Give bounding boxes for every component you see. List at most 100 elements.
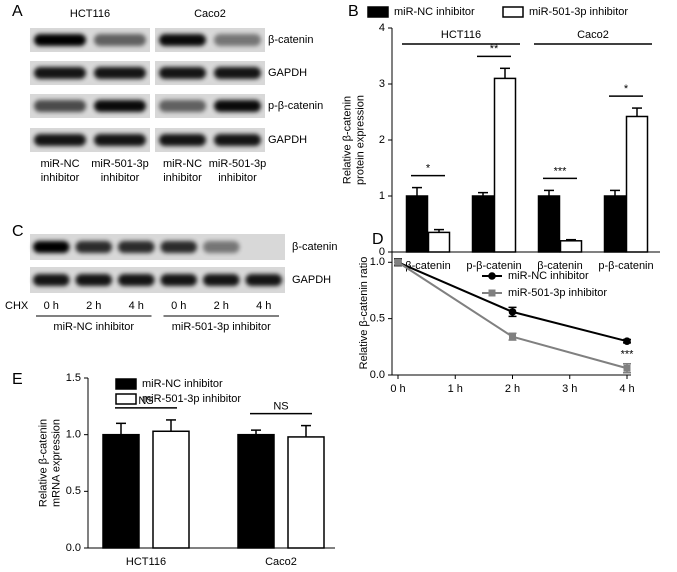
lane-label: miR-501-3p xyxy=(91,158,148,170)
time-label: 2 h xyxy=(86,300,101,312)
bar xyxy=(625,115,649,253)
y-tick-label: 1.5 xyxy=(66,372,81,384)
error-bar xyxy=(434,228,444,233)
lane-label: inhibitor xyxy=(101,172,140,184)
band xyxy=(34,34,86,46)
significance-label: NS xyxy=(273,401,288,413)
lane-label: inhibitor xyxy=(218,172,257,184)
panel-letter: D xyxy=(372,231,384,248)
bar xyxy=(603,195,627,253)
x-tick-label: Caco2 xyxy=(265,556,297,568)
bar xyxy=(287,436,325,549)
significance-label: * xyxy=(624,83,629,95)
y-tick-label: 2 xyxy=(379,134,385,146)
blot-row-label: β-catenin xyxy=(292,241,337,253)
lane-label: inhibitor xyxy=(41,172,80,184)
band xyxy=(94,34,146,46)
significance-label: NS xyxy=(138,395,153,407)
error-bar xyxy=(544,189,554,196)
error-bar xyxy=(632,107,642,117)
band xyxy=(94,134,146,146)
y-axis-label: protein expression xyxy=(354,95,366,185)
band xyxy=(214,34,261,46)
bar xyxy=(471,195,495,253)
band xyxy=(33,274,70,286)
band xyxy=(159,134,206,146)
blot-row-label: GAPDH xyxy=(268,67,307,79)
y-tick-label: 1.0 xyxy=(370,256,385,268)
bar xyxy=(102,433,140,549)
marker xyxy=(509,333,516,341)
y-axis-label: Relative β-catenin xyxy=(37,419,49,507)
legend-label: miR-501-3p inhibitor xyxy=(508,287,607,299)
band xyxy=(33,241,70,253)
marker xyxy=(488,289,496,297)
band xyxy=(75,241,112,253)
x-tick-label: 1 h xyxy=(448,383,463,395)
bar xyxy=(427,231,451,253)
blot-membrane xyxy=(30,267,285,293)
y-tick-label: 1 xyxy=(379,190,385,202)
significance-label: *** xyxy=(621,349,635,361)
legend-swatch xyxy=(502,6,524,18)
y-axis-label: Relative β-catenin xyxy=(341,96,353,184)
error-bar xyxy=(412,186,422,196)
band xyxy=(118,241,155,253)
band xyxy=(214,134,261,146)
legend-label: miR-NC inhibitor xyxy=(142,378,223,390)
error-bar xyxy=(116,422,126,435)
legend-label: miR-501-3p inhibitor xyxy=(142,393,241,405)
error-bar xyxy=(251,429,261,435)
panel-letter: A xyxy=(12,3,23,20)
cell-line-label: HCT116 xyxy=(70,8,110,20)
error-bar xyxy=(301,424,311,437)
blot-row-label: p-β-catenin xyxy=(268,100,323,112)
significance-label: *** xyxy=(554,165,568,177)
band xyxy=(94,67,146,79)
y-tick-label: 0.0 xyxy=(370,369,385,381)
x-tick-label: β-catenin xyxy=(405,260,450,272)
lane-label: miR-501-3p xyxy=(209,158,266,170)
lane-label: inhibitor xyxy=(163,172,202,184)
blot-row-label: β-catenin xyxy=(268,34,313,46)
marker xyxy=(394,258,402,266)
marker xyxy=(623,337,631,345)
x-tick-label: p-β-catenin xyxy=(598,260,653,272)
error-bar xyxy=(610,189,620,196)
group-label: Caco2 xyxy=(577,29,609,41)
band xyxy=(34,134,86,146)
x-tick-label: β-catenin xyxy=(537,260,582,272)
band xyxy=(34,67,86,79)
group-label: HCT116 xyxy=(441,29,481,41)
y-tick-label: 3 xyxy=(379,78,385,90)
bar xyxy=(559,240,583,253)
bar xyxy=(537,195,561,253)
band xyxy=(34,100,86,112)
error-bar xyxy=(478,191,488,196)
band xyxy=(214,100,261,112)
error-bar xyxy=(166,419,176,432)
y-tick-label: 4 xyxy=(379,22,385,34)
band xyxy=(160,241,197,253)
time-label: 2 h xyxy=(214,300,229,312)
band xyxy=(160,274,197,286)
group-label: miR-NC inhibitor xyxy=(53,321,134,333)
y-tick-label: 1.0 xyxy=(66,429,81,441)
bar xyxy=(237,433,275,549)
band xyxy=(75,274,112,286)
lane-label: miR-NC xyxy=(163,158,202,170)
treatment-label: CHX xyxy=(5,300,29,312)
marker xyxy=(488,272,496,280)
bar xyxy=(152,430,190,549)
blot-row-label: GAPDH xyxy=(268,134,307,146)
panel-letter: C xyxy=(12,223,24,240)
x-tick-label: 4 h xyxy=(619,383,634,395)
legend-label: miR-NC inhibitor xyxy=(394,6,475,18)
error-bar xyxy=(500,67,510,79)
y-tick-label: 0 xyxy=(379,246,385,258)
y-tick-label: 0.5 xyxy=(66,485,81,497)
band xyxy=(214,67,261,79)
band xyxy=(159,67,206,79)
y-tick-label: 0.0 xyxy=(66,542,81,554)
